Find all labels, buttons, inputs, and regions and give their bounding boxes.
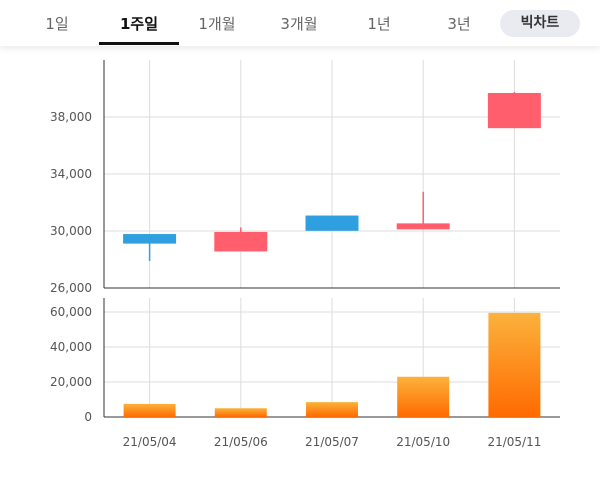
price-tick-label: 34,000 — [50, 167, 92, 181]
price-tick-label: 30,000 — [50, 224, 92, 238]
period-tab-bar: 1일 1주일 1개월 3개월 1년 3년 빅차트 — [0, 0, 600, 46]
volume-bar-series — [123, 312, 541, 417]
tab-1-year[interactable]: 1년 — [367, 15, 391, 33]
volume-tick-label: 20,000 — [50, 375, 92, 389]
volume-bar — [306, 402, 358, 417]
x-axis-labels: 21/05/04 21/05/06 21/05/07 21/05/10 21/05/11 — [123, 435, 542, 449]
candle-body — [214, 231, 268, 252]
x-tick-label: 21/05/06 — [214, 435, 268, 449]
candle-body — [123, 234, 177, 244]
price-tick-label: 38,000 — [50, 110, 92, 124]
price-tick-label: 26,000 — [50, 281, 92, 295]
tab-3-months[interactable]: 3개월 — [280, 15, 318, 33]
x-tick-label: 21/05/10 — [396, 435, 450, 449]
volume-bar — [123, 403, 176, 417]
x-tick-label: 21/05/07 — [305, 435, 359, 449]
tab-1-day[interactable]: 1일 — [45, 15, 69, 33]
candle-body — [487, 92, 541, 129]
volume-bar — [397, 376, 450, 417]
price-axis: 26,000 30,000 34,000 38,000 — [50, 60, 560, 295]
candlestick-series — [123, 92, 541, 261]
x-tick-label: 21/05/04 — [123, 435, 177, 449]
active-tab-indicator — [99, 42, 179, 45]
big-chart-button[interactable]: 빅차트 — [500, 10, 580, 37]
volume-tick-label: 0 — [84, 410, 92, 424]
x-tick-label: 21/05/11 — [487, 435, 541, 449]
candle-body — [396, 223, 450, 230]
volume-tick-label: 40,000 — [50, 340, 92, 354]
volume-tick-label: 60,000 — [50, 305, 92, 319]
candle-body — [305, 215, 359, 231]
volume-bar — [488, 312, 541, 417]
tab-1-month[interactable]: 1개월 — [198, 15, 236, 33]
volume-bar — [214, 408, 267, 417]
tab-3-years[interactable]: 3년 — [447, 15, 471, 33]
tab-1-week[interactable]: 1주일 — [119, 15, 159, 33]
